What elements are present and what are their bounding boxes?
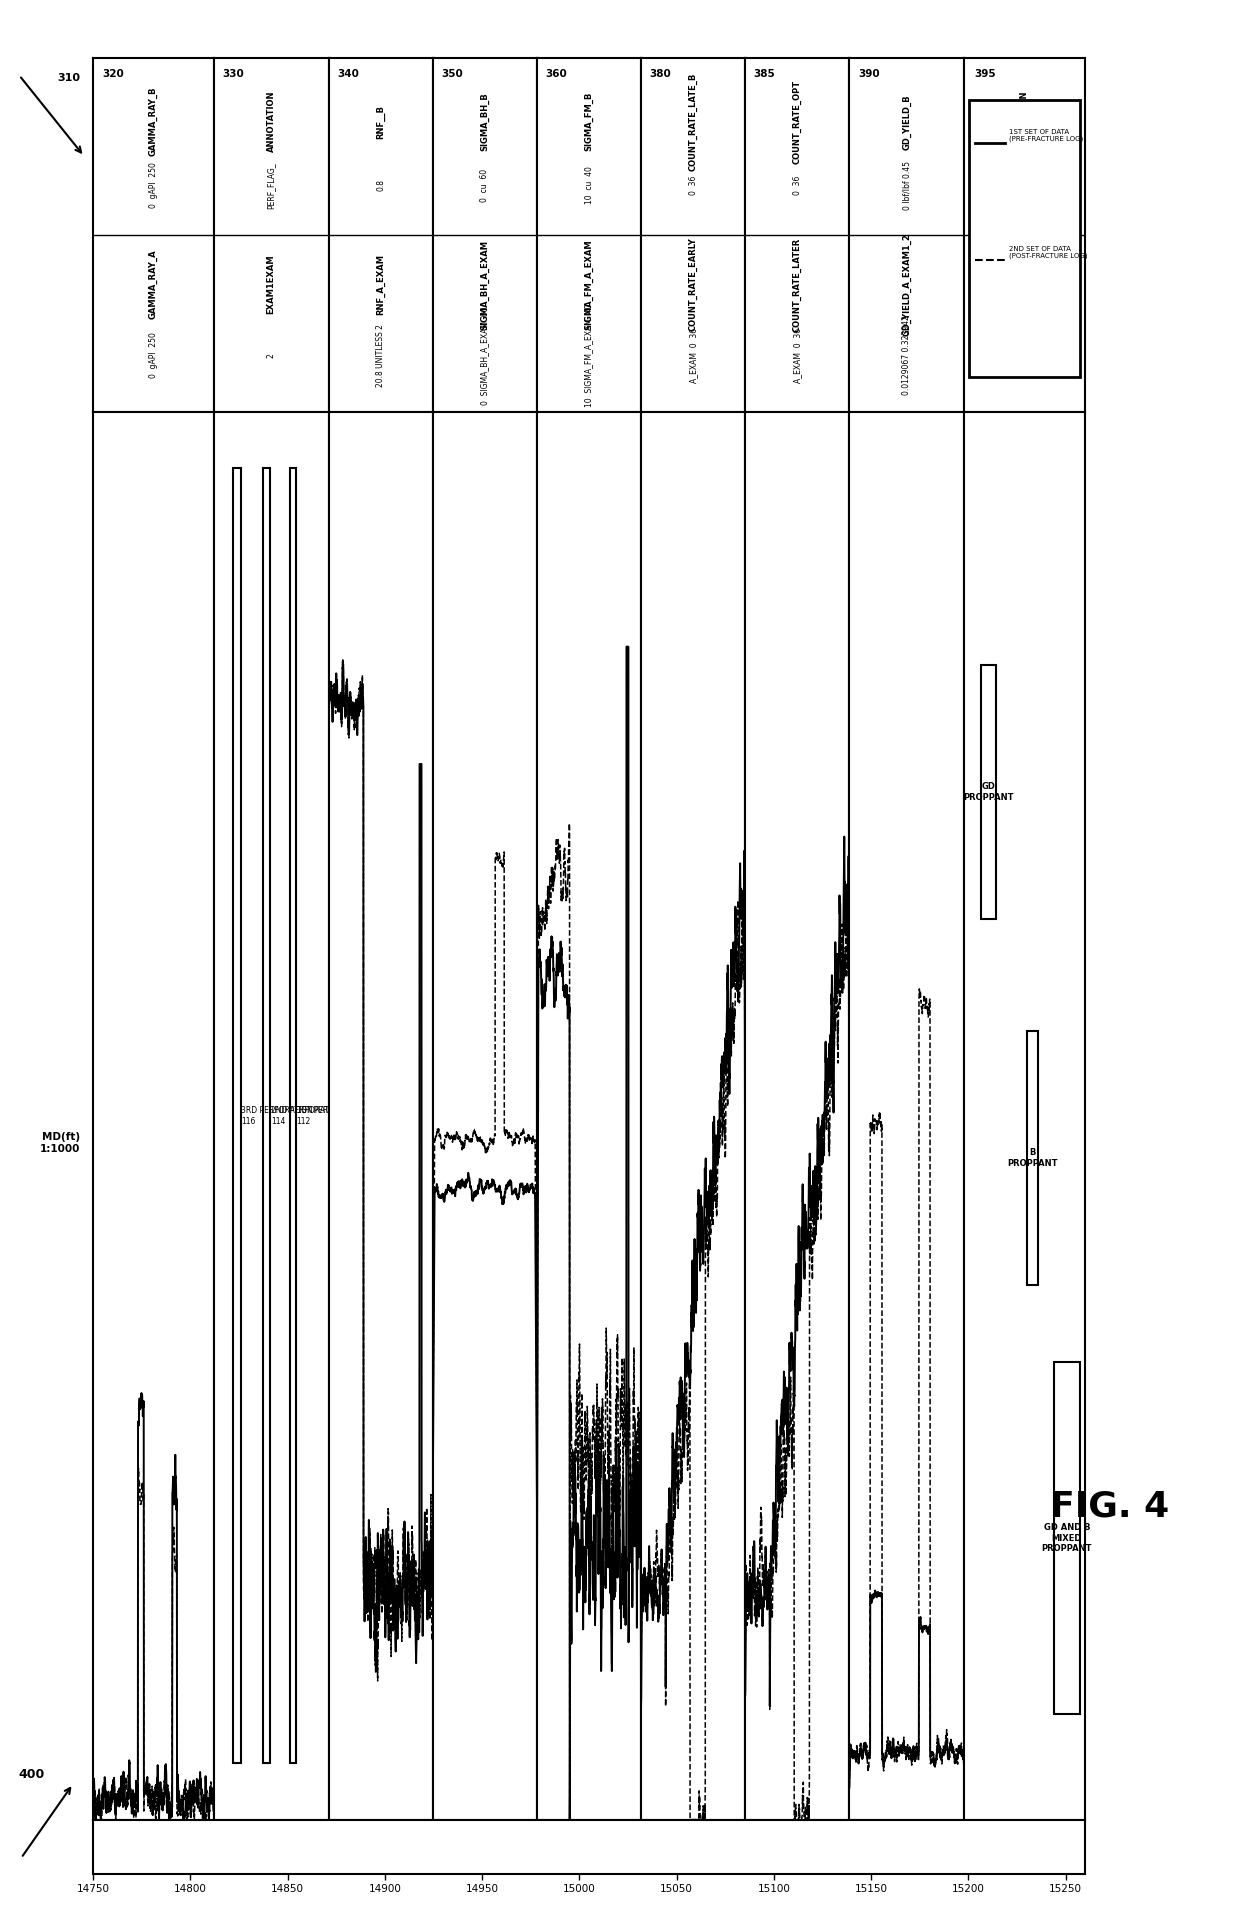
Text: 2ND SET OF DATA
(POST-FRACTURE LOG): 2ND SET OF DATA (POST-FRACTURE LOG) <box>1009 245 1087 259</box>
Bar <box>1054 1362 1080 1714</box>
Text: RNF__B: RNF__B <box>376 104 386 139</box>
Text: FLAG_EXAM: FLAG_EXAM <box>1021 257 1029 313</box>
Text: FIG. 4: FIG. 4 <box>1050 1490 1169 1524</box>
Text: 1ST PERFORATION
112: 1ST PERFORATION 112 <box>296 1107 366 1126</box>
Bar <box>1027 1032 1038 1285</box>
Text: 0  36: 0 36 <box>688 176 698 195</box>
Text: 1ST SET OF DATA
(PRE-FRACTURE LOG): 1ST SET OF DATA (PRE-FRACTURE LOG) <box>1009 129 1084 143</box>
Text: GAMMA_RAY_A: GAMMA_RAY_A <box>149 249 157 319</box>
Text: 0  36: 0 36 <box>792 176 802 195</box>
Text: 360: 360 <box>546 68 567 79</box>
Text: 20.8 UNITLESS 2: 20.8 UNITLESS 2 <box>376 325 386 386</box>
Text: 2  0: 2 0 <box>1021 348 1029 363</box>
Text: 2: 2 <box>267 354 275 357</box>
Text: 0 lbf/lbf 0.45: 0 lbf/lbf 0.45 <box>903 160 911 211</box>
Text: 330: 330 <box>223 68 244 79</box>
Text: GD AND B
MIXED
PROPPANT: GD AND B MIXED PROPPANT <box>1042 1522 1092 1553</box>
Text: ANNOTATION: ANNOTATION <box>267 91 275 153</box>
Bar <box>233 468 241 1764</box>
Bar <box>970 100 1080 377</box>
Text: B
PROPPANT: B PROPPANT <box>1007 1148 1058 1167</box>
Text: SIGMA_BH_B: SIGMA_BH_B <box>480 93 490 151</box>
Text: 395: 395 <box>975 68 996 79</box>
Text: COUNT_RATE_LATER: COUNT_RATE_LATER <box>792 238 802 332</box>
Text: SIGMA_FM_A_EXAM: SIGMA_FM_A_EXAM <box>584 240 594 330</box>
Text: ANNOTATION: ANNOTATION <box>1021 91 1029 153</box>
Text: RNF_A_EXAM: RNF_A_EXAM <box>376 255 386 315</box>
Text: 350: 350 <box>441 68 463 79</box>
Text: A_EXAM  0  36: A_EXAM 0 36 <box>688 328 698 383</box>
Text: COUNT_RATE_LATE_B: COUNT_RATE_LATE_B <box>688 73 698 170</box>
Text: 400: 400 <box>19 1768 45 1781</box>
Text: COUNT_RATE_EARLY: COUNT_RATE_EARLY <box>688 238 698 332</box>
Text: COUNT_RATE_OPT: COUNT_RATE_OPT <box>792 79 802 164</box>
Text: MD(ft)
1:1000: MD(ft) 1:1000 <box>40 1132 81 1153</box>
Text: GD
PROPPANT: GD PROPPANT <box>962 782 1013 802</box>
Bar <box>290 468 296 1764</box>
Text: SIGMA_FM_B: SIGMA_FM_B <box>584 93 594 151</box>
Text: 0  gAPI  250: 0 gAPI 250 <box>149 332 157 379</box>
Text: GD_YIELD_A_EXAM1_2: GD_YIELD_A_EXAM1_2 <box>903 234 911 336</box>
Text: 0  gAPI  250: 0 gAPI 250 <box>149 162 157 209</box>
Bar <box>263 468 270 1764</box>
Text: 0.0129067 0.323942: 0.0129067 0.323942 <box>903 315 911 396</box>
Text: 385: 385 <box>754 68 775 79</box>
Text: 380: 380 <box>650 68 671 79</box>
Text: PERF_FLAG_: PERF_FLAG_ <box>267 162 275 209</box>
Text: 10  SIGMA_FM_A_EXAM  40: 10 SIGMA_FM_A_EXAM 40 <box>584 303 594 408</box>
Text: PROPP: PROPP <box>1021 172 1029 197</box>
Text: SIGMA_BH_A_EXAM: SIGMA_BH_A_EXAM <box>480 240 490 330</box>
Text: EXAM1EXAM: EXAM1EXAM <box>267 255 275 315</box>
Text: 10  cu  40: 10 cu 40 <box>584 166 594 205</box>
Text: GAMMA_RAY_B: GAMMA_RAY_B <box>149 87 157 156</box>
Text: 0.8: 0.8 <box>376 180 386 191</box>
Text: GD_YIELD_B: GD_YIELD_B <box>903 95 911 149</box>
Text: 310: 310 <box>57 73 81 83</box>
Text: A_EXAM  0  36: A_EXAM 0 36 <box>792 328 802 383</box>
Bar <box>981 665 996 920</box>
Text: 340: 340 <box>337 68 358 79</box>
Text: 2ND PERFORATION
114: 2ND PERFORATION 114 <box>272 1107 343 1126</box>
Text: 0  SIGMA_BH_A_EXAM  60: 0 SIGMA_BH_A_EXAM 60 <box>480 305 490 404</box>
Text: 390: 390 <box>858 68 880 79</box>
Text: 3RD PERFORATION
116: 3RD PERFORATION 116 <box>242 1107 312 1126</box>
Text: 320: 320 <box>103 68 124 79</box>
Text: 0  cu  60: 0 cu 60 <box>480 168 490 203</box>
